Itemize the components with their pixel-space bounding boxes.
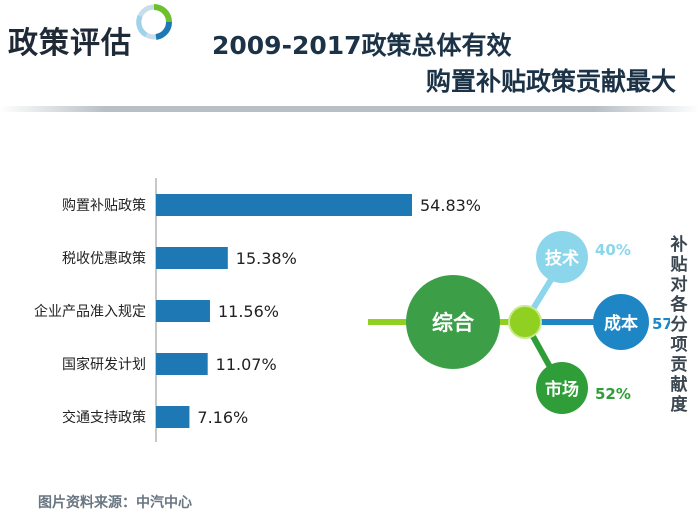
bar-chart: 购置补贴政策 54.83% 税收优惠政策 15.38% 企业产品准入规定 11.56% 国家… (34, 178, 481, 442)
center-node (406, 275, 500, 369)
bar (156, 406, 190, 428)
cost-node-label: 成本 (604, 313, 638, 334)
value-label: 11.56% (218, 302, 279, 321)
category-label: 交通支持政策 (62, 409, 146, 426)
hub-node (508, 305, 542, 339)
bar (156, 353, 208, 375)
diagram-title-vertical: 补贴对各分项贡献度 (670, 235, 688, 415)
value-label: 11.07% (216, 355, 277, 374)
section-label: 政策评估 (8, 26, 132, 61)
category-label: 企业产品准入规定 (34, 303, 146, 320)
category-label: 税收优惠政策 (62, 250, 146, 267)
value-label: 15.38% (236, 249, 297, 268)
center-node-label: 综合 (432, 311, 475, 335)
header-divider (0, 106, 700, 112)
bar (156, 194, 412, 216)
bar (156, 300, 210, 322)
source-note: 图片资料来源：中汽中心 (38, 495, 192, 511)
contribution-diagram: 综合 技术 40% 成本 57% 市场 52% (368, 231, 670, 414)
category-label: 国家研发计划 (62, 356, 146, 373)
cost-node (593, 294, 649, 350)
market-node-value: 52% (595, 385, 631, 403)
cost-node-value: 57% (652, 315, 670, 333)
tech-node-label: 技术 (545, 248, 579, 269)
market-node (536, 362, 588, 414)
tech-node (536, 231, 588, 283)
logo-ring-icon (136, 4, 173, 40)
bar (156, 247, 228, 269)
value-label: 54.83% (420, 196, 481, 215)
page-title-line1: 2009-2017政策总体有效 (212, 31, 512, 60)
market-node-label: 市场 (545, 379, 579, 400)
category-label: 购置补贴政策 (62, 197, 146, 214)
tech-node-value: 40% (595, 241, 631, 259)
page-title-line2: 购置补贴政策贡献最大 (425, 67, 676, 96)
value-label: 7.16% (197, 408, 248, 427)
